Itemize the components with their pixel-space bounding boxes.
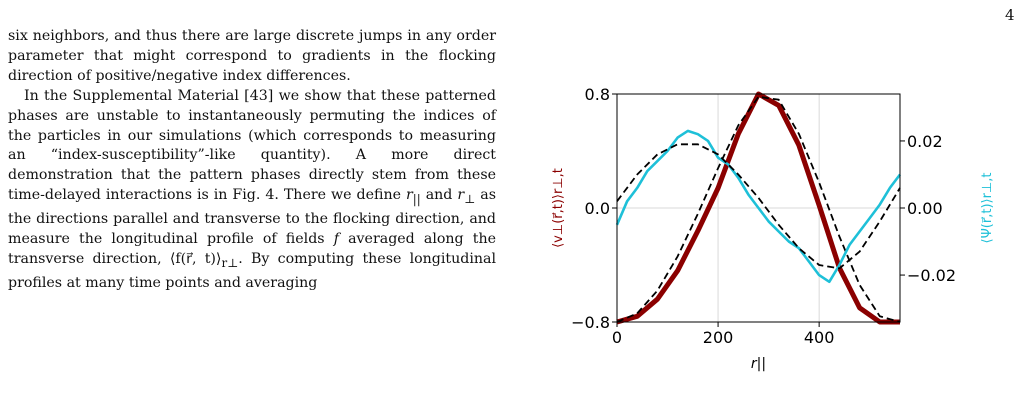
transverse-average-expression: ⟨f(r⃗, t)⟩ bbox=[169, 250, 222, 267]
series-line-3-right-dashed bbox=[616, 143, 901, 270]
y-right-tick-label-1: 0.00 bbox=[907, 199, 943, 218]
paragraph-2-part-a: In the Supplemental Material [43] we sho… bbox=[8, 87, 496, 204]
chart-ticks: 0 200 400 0.8 0.0 −0.8 0.02 0.00 −0.02 bbox=[571, 85, 956, 347]
paragraph-2: In the Supplemental Material [43] we sho… bbox=[8, 87, 496, 294]
y-right-tick-label-0: 0.02 bbox=[907, 132, 943, 151]
x-axis-label: r|| bbox=[751, 356, 766, 372]
y-axis-label-left: ⟨v⊥(r⃗,t)⟩r⊥,t bbox=[551, 168, 566, 248]
y-left-tick-label-2: −0.8 bbox=[571, 313, 610, 332]
x-tick-label-1: 200 bbox=[703, 328, 734, 347]
series-line-1-left-dashed bbox=[616, 95, 901, 323]
r-parallel-subscript: || bbox=[412, 192, 421, 207]
figure-4: 0 200 400 0.8 0.0 −0.8 0.02 0.00 −0.02 r|| ⟨v⊥(r… bbox=[520, 0, 1029, 404]
paragraph-2-part-c: as the directions parallel and transvers… bbox=[8, 187, 496, 247]
y-left-tick-label-0: 0.8 bbox=[585, 85, 610, 104]
page-number: 4 bbox=[1005, 6, 1015, 24]
paragraph-2-part-d: averaged along the transverse direction, bbox=[8, 230, 496, 267]
r-perp-symbol: r bbox=[457, 187, 465, 204]
x-tick-label-0: 0 bbox=[612, 328, 622, 347]
y-right-tick-label-2: −0.02 bbox=[907, 266, 956, 285]
y-left-tick-label-1: 0.0 bbox=[585, 199, 610, 218]
transverse-average-subscript: r⊥ bbox=[221, 255, 239, 270]
x-tick-label-2: 400 bbox=[804, 328, 835, 347]
field-f-symbol: f bbox=[333, 230, 339, 247]
paragraph-1: six neighbors, and thus there are large … bbox=[8, 28, 496, 84]
body-text-column: six neighbors, and thus there are large … bbox=[8, 27, 496, 293]
r-perp-subscript: ⊥ bbox=[464, 192, 476, 207]
paragraph-2-part-e: . By computing these longitudinal profil… bbox=[8, 250, 497, 291]
series-line-2-right-solid bbox=[615, 129, 902, 284]
paragraph-2-part-b: and bbox=[420, 187, 458, 204]
r-parallel-symbol: r bbox=[405, 187, 413, 204]
profile-chart: 0 200 400 0.8 0.0 −0.8 0.02 0.00 −0.02 r|| ⟨v⊥(r… bbox=[551, 85, 995, 372]
y-axis-label-right: ⟨Ψ(r⃗,t)⟩r⊥,t bbox=[980, 173, 995, 244]
